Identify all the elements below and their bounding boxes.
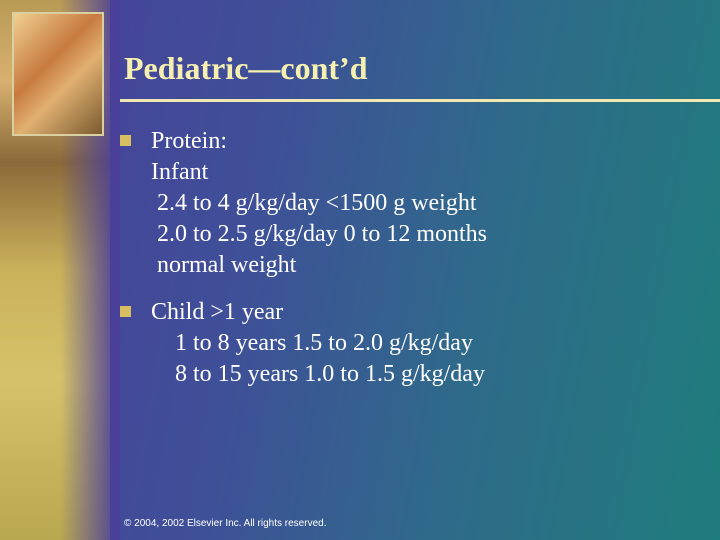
text-line: Child >1 year <box>151 299 284 325</box>
footer: © 2004, 2002 Elsevier Inc. All rights re… <box>124 518 327 529</box>
text-line: normal weight <box>151 252 297 278</box>
bullet-marker <box>120 306 131 317</box>
text-line: 2.0 to 2.5 g/kg/day 0 to 12 months <box>151 221 487 247</box>
bullet-text: Child >1 year 1 to 8 years 1.5 to 2.0 g/… <box>151 297 485 390</box>
bullet-text: Protein: Infant 2.4 to 4 g/kg/day <1500 g… <box>151 126 487 281</box>
text-line: Infant <box>151 159 209 185</box>
text-line: 1 to 8 years 1.5 to 2.0 g/kg/day <box>151 330 473 356</box>
decor-image <box>12 12 104 136</box>
title-rule <box>120 99 720 102</box>
text-line: 2.4 to 4 g/kg/day <1500 g weight <box>151 190 477 216</box>
slide-title: Pediatric—cont’d <box>124 50 368 86</box>
text-line: 8 to 15 years 1.0 to 1.5 g/kg/day <box>151 361 485 387</box>
text-line: Protein: <box>151 128 227 154</box>
bullet-item: Protein: Infant 2.4 to 4 g/kg/day <1500 g… <box>120 126 487 281</box>
bullet-item: Child >1 year 1 to 8 years 1.5 to 2.0 g/… <box>120 297 485 390</box>
bullet-marker <box>120 135 131 146</box>
